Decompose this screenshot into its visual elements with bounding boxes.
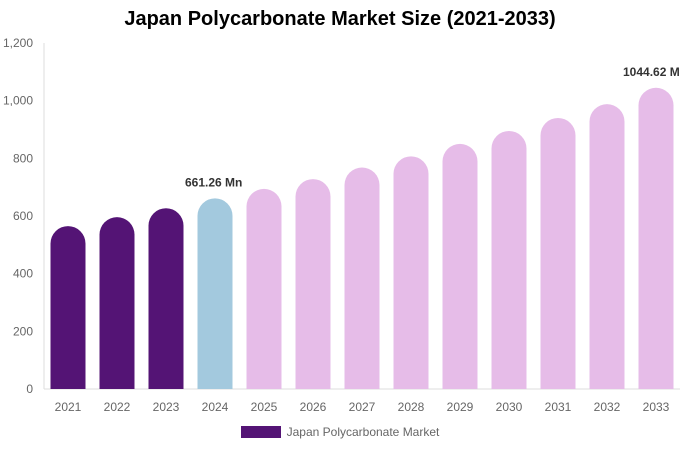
bar-2031 (540, 117, 576, 389)
x-tick-label: 2027 (349, 400, 376, 414)
x-tick-label: 2023 (153, 400, 180, 414)
x-tick-label: 2025 (251, 400, 278, 414)
y-tick-label: 0 (26, 382, 33, 396)
legend-label: Japan Polycarbonate Market (286, 425, 440, 439)
bar-2030 (491, 130, 527, 390)
x-tick-label: 2030 (496, 400, 523, 414)
bar-2025 (246, 188, 282, 389)
chart-title: Japan Polycarbonate Market Size (2021-20… (124, 8, 556, 30)
legend-swatch (240, 426, 281, 438)
y-tick-label: 400 (13, 267, 33, 281)
x-tick-label: 2031 (545, 400, 572, 414)
x-tick-label: 2029 (447, 400, 474, 414)
bar-2029 (442, 143, 478, 389)
x-tick-label: 2033 (643, 400, 670, 414)
y-tick-label: 800 (13, 151, 33, 165)
bar-2024 (197, 198, 233, 389)
bar-2023 (148, 208, 184, 389)
y-tick-label: 1,200 (3, 36, 33, 50)
bar-2033 (638, 87, 674, 389)
y-tick-label: 600 (13, 209, 33, 223)
bar-2022 (99, 217, 135, 389)
bar-2026 (295, 179, 331, 389)
x-tick-label: 2028 (398, 400, 425, 414)
bar-2021 (50, 226, 86, 389)
x-tick-label: 2024 (202, 400, 229, 414)
x-tick-label: 2026 (300, 400, 327, 414)
y-tick-label: 1,000 (3, 94, 33, 108)
legend[interactable]: Japan Polycarbonate Market (0, 425, 680, 439)
y-tick-label: 200 (13, 324, 33, 338)
x-tick-label: 2021 (55, 400, 82, 414)
data-label: 661.26 Mn (185, 175, 242, 189)
x-tick-label: 2032 (594, 400, 621, 414)
x-tick-label: 2022 (104, 400, 131, 414)
bar-2028 (393, 156, 429, 389)
data-label: 1044.62 Mn (623, 65, 680, 79)
bar-2027 (344, 167, 380, 389)
bar-2032 (589, 104, 625, 390)
